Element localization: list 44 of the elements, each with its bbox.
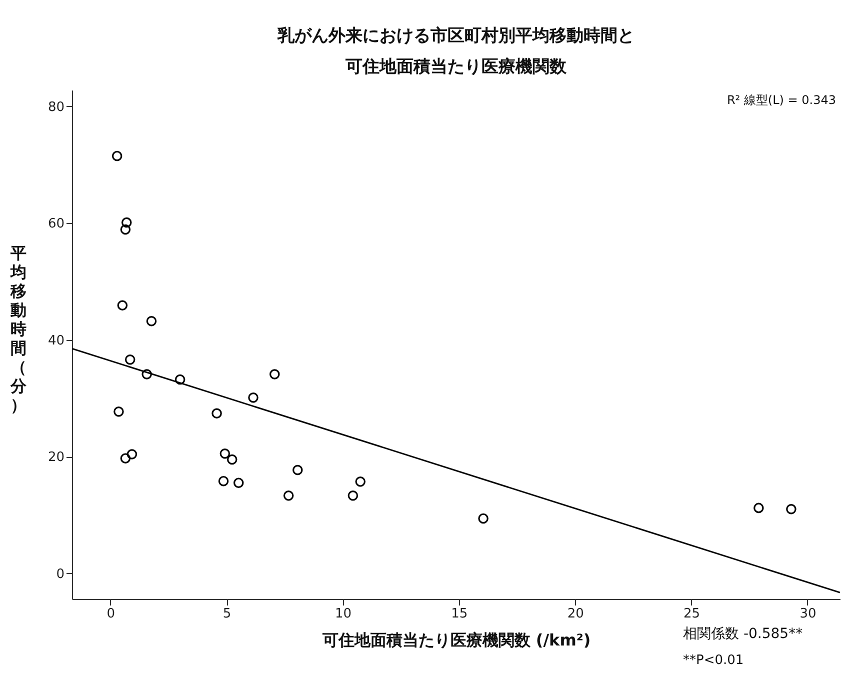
y-tick-label: 40 xyxy=(48,333,64,348)
point xyxy=(233,478,244,488)
point xyxy=(120,453,131,464)
x-tick-label: 5 xyxy=(222,606,232,622)
point xyxy=(126,449,138,460)
x-axis-title: 可住地面積当たり医療機関数 (/km²) xyxy=(321,630,591,650)
point xyxy=(292,464,303,476)
point xyxy=(754,502,764,514)
point xyxy=(248,392,258,403)
point xyxy=(355,476,366,487)
point xyxy=(478,513,488,524)
text: **P<0.01 xyxy=(683,653,744,668)
point xyxy=(283,490,294,501)
point xyxy=(786,504,796,514)
point xyxy=(218,476,229,486)
y-tick-label: 60 xyxy=(48,216,64,232)
point xyxy=(220,448,230,459)
text: 相関係数 -0.585** xyxy=(683,626,803,642)
x-tick-label: 0 xyxy=(106,606,115,622)
y-tick-label: 80 xyxy=(48,100,64,115)
x-tick-label: 20 xyxy=(567,606,584,622)
text: 平均移動時間（分） xyxy=(10,244,26,414)
point xyxy=(142,369,152,380)
point xyxy=(174,374,186,385)
x-tick-label: 30 xyxy=(800,606,816,622)
point xyxy=(124,354,136,365)
point xyxy=(121,217,132,228)
x-tick-label: 15 xyxy=(451,606,468,622)
x-tick-label: 25 xyxy=(684,606,700,622)
annotation: R² 線型(L) = 0.343 xyxy=(726,93,836,107)
point xyxy=(348,490,358,501)
point xyxy=(212,408,222,418)
point xyxy=(114,406,124,417)
y-tick-label: 20 xyxy=(48,450,64,466)
point xyxy=(226,454,238,465)
point xyxy=(270,369,280,380)
point xyxy=(117,300,128,311)
x-tick-label: 10 xyxy=(334,606,352,622)
chart-subtitle: 可住地面積当たり医療機関数 xyxy=(344,57,568,77)
point xyxy=(120,224,131,235)
chart-title: 乳がん外来における市区町村別平均移動時間と xyxy=(276,26,634,46)
y-tick-label: 0 xyxy=(56,566,64,582)
point xyxy=(112,150,122,162)
point xyxy=(146,316,157,326)
